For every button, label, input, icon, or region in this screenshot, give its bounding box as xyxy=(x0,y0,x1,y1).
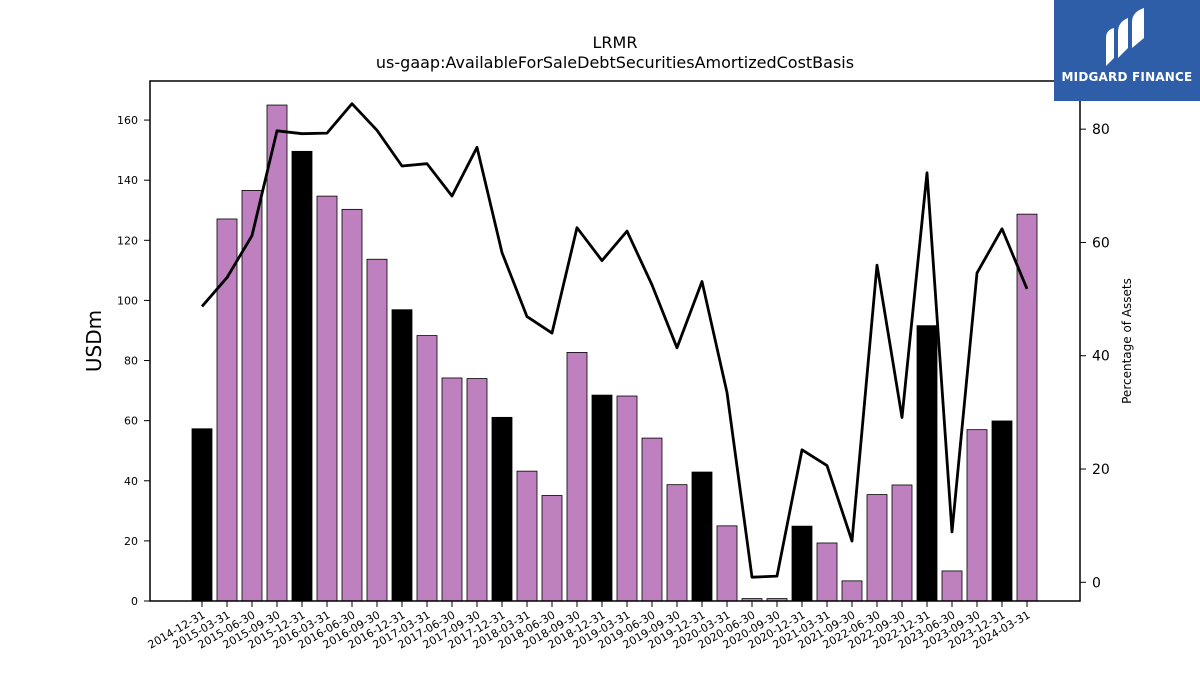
chart-title: LRMR xyxy=(593,33,638,52)
chart-subtitle: us-gaap:AvailableForSaleDebtSecuritiesAm… xyxy=(376,53,854,72)
y-tick-label: 20 xyxy=(124,535,138,548)
bar-2015-09-30 xyxy=(266,104,288,602)
line-group xyxy=(200,102,1029,579)
y-axis-left: 0 20 40 60 80 100 120 140 160 xyxy=(117,114,150,608)
y-tick-label: 160 xyxy=(117,114,138,127)
y-tick-label: 120 xyxy=(117,234,138,247)
bar-2019-09-30 xyxy=(666,484,688,602)
y2-tick-label: 0 xyxy=(1092,575,1101,591)
bar-2016-03-31 xyxy=(316,195,338,602)
y2-tick-label: 60 xyxy=(1092,235,1110,251)
brand-name: MIDGARD FINANCE xyxy=(1061,70,1193,84)
bar-2017-12-31 xyxy=(491,416,513,602)
bar-2016-12-31 xyxy=(391,309,413,602)
y2-tick-label: 20 xyxy=(1092,462,1110,478)
y-tick-label: 100 xyxy=(117,294,138,307)
bar-2017-09-30 xyxy=(466,378,488,602)
bar-2018-06-30 xyxy=(541,495,563,602)
bar-2017-03-31 xyxy=(416,335,438,602)
bar-2019-03-31 xyxy=(616,395,638,602)
bar-2018-09-30 xyxy=(566,352,588,602)
x-axis: 2014-12-312015-03-312015-06-302015-09-30… xyxy=(146,601,1033,652)
midgard-logo-icon xyxy=(1106,8,1144,66)
y2-tick-label: 80 xyxy=(1092,122,1110,138)
bar-2023-06-30 xyxy=(941,570,963,602)
plot-frame xyxy=(149,80,1081,602)
bar-group xyxy=(191,104,1038,602)
bar-2015-06-30 xyxy=(241,190,263,602)
bar-2022-09-30 xyxy=(891,484,913,602)
y-tick-label: 40 xyxy=(124,475,138,488)
y-axis-label: USDm xyxy=(82,310,106,372)
bar-2022-06-30 xyxy=(866,494,888,602)
y2-tick-label: 40 xyxy=(1092,349,1110,365)
bar-2021-03-31 xyxy=(816,542,838,602)
bar-2021-09-30 xyxy=(841,580,863,602)
bar-2014-12-31 xyxy=(191,428,213,602)
bar-2016-09-30 xyxy=(366,258,388,602)
bar-2020-03-31 xyxy=(716,525,738,602)
bar-2016-06-30 xyxy=(341,208,363,602)
brand-logo: MIDGARD FINANCE xyxy=(1054,0,1200,101)
bar-2020-12-31 xyxy=(791,525,813,602)
bar-2019-12-31 xyxy=(691,471,713,602)
bar-2019-06-30 xyxy=(641,437,663,602)
y-tick-label: 80 xyxy=(124,355,138,368)
y2-axis-label: Percentage of Assets xyxy=(1120,278,1134,404)
bar-2018-12-31 xyxy=(591,394,613,602)
bar-2023-09-30 xyxy=(966,429,988,602)
bar-2015-12-31 xyxy=(291,150,313,602)
y-tick-label: 140 xyxy=(117,174,138,187)
y-tick-label: 60 xyxy=(124,415,138,428)
percentage-line xyxy=(200,102,1029,579)
bar-2022-12-31 xyxy=(916,325,938,602)
y-axis-right: 0 20 40 60 80 xyxy=(1080,122,1110,591)
bar-2017-06-30 xyxy=(441,377,463,602)
y-tick-label: 0 xyxy=(131,595,138,608)
bar-2023-12-31 xyxy=(991,420,1013,602)
bar-2018-03-31 xyxy=(516,470,538,602)
